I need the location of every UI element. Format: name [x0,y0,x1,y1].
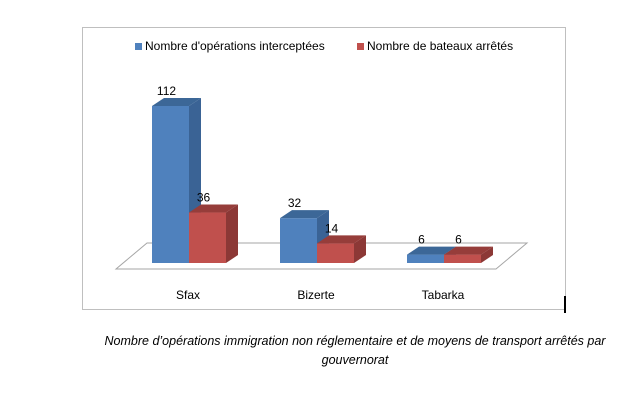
category-label-bizerte: Bizerte [297,288,335,302]
bars [152,98,493,263]
legend-swatch-2 [357,43,364,50]
value-label-tabarka-series-2: 6 [455,233,462,247]
category-labels: Sfax Bizerte Tabarka [176,288,465,302]
category-label-tabarka: Tabarka [422,288,465,302]
legend-label-2: Nombre de bateaux arrêtés [367,39,513,53]
edge-tick [564,296,566,313]
figure-caption: Nombre d’opérations immigration non régl… [60,332,644,370]
legend-label-1: Nombre d'opérations interceptées [145,39,325,53]
legend-entry-1: Nombre d'opérations interceptées [135,39,325,53]
bar-sfax-series-2 [189,204,238,263]
value-label-tabarka-series-1: 6 [418,233,425,247]
bar-chart: Nombre d'opérations interceptées Nombre d… [114,39,529,302]
category-label-sfax: Sfax [176,288,200,302]
legend-entry-2: Nombre de bateaux arrêtés [357,39,513,53]
value-label-sfax-series-1: 112 [157,84,176,98]
bar-bizerte-series-2 [317,235,366,263]
caption-line-2: gouvernorat [321,353,389,367]
value-label-bizerte-series-1: 32 [288,196,302,210]
value-label-bizerte-series-2: 14 [325,221,339,235]
legend-swatch-1 [135,43,142,50]
caption-line-1: Nombre d’opérations immigration non régl… [104,334,606,348]
legend: Nombre d'opérations interceptées Nombre d… [135,39,513,53]
value-labels: 112 36 32 14 6 6 [157,84,462,247]
bar-tabarka-series-2 [444,246,493,263]
value-label-sfax-series-2: 36 [197,191,211,205]
